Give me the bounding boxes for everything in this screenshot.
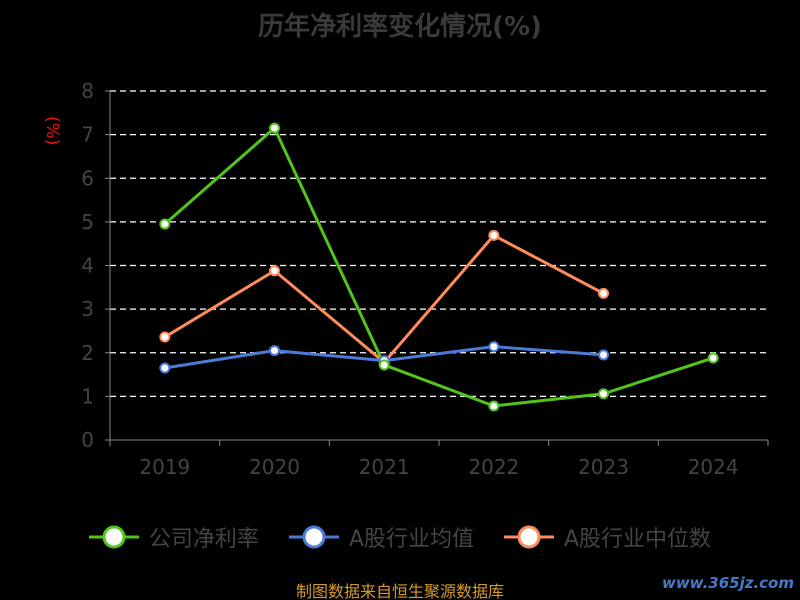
x-tick-label: 2023 — [578, 455, 629, 479]
watermark: www.365jz.com — [661, 574, 794, 592]
chart-title: 历年净利率变化情况(%) — [258, 12, 542, 42]
y-tick-label: 6 — [81, 166, 94, 190]
legend-item-industry-average[interactable]: A股行业均值 — [288, 521, 474, 553]
data-point-industry-median — [159, 331, 171, 343]
data-point-net-margin — [598, 388, 609, 400]
x-tick-label: 2019 — [139, 455, 190, 479]
legend-item-net-margin[interactable]: 公司净利率 — [88, 521, 259, 553]
data-point-industry-average — [269, 345, 280, 357]
y-tick-label: 3 — [81, 297, 94, 321]
data-point-industry-median — [598, 287, 609, 299]
data-point-industry-average — [488, 341, 500, 353]
legend-label-net-margin: 公司净利率 — [148, 527, 259, 552]
x-tick-label: 2022 — [468, 455, 519, 479]
y-tick-label: 7 — [81, 123, 94, 147]
y-tick-label: 1 — [81, 384, 94, 408]
data-point-industry-average — [159, 362, 171, 374]
data-point-net-margin — [378, 359, 390, 371]
series-line-industry-median — [164, 233, 605, 364]
legend-label-industry-median: A股行业中位数 — [564, 527, 712, 552]
x-tick-label: 2021 — [359, 455, 410, 479]
legend-label-industry-average: A股行业均值 — [348, 527, 474, 552]
legend-item-industry-median[interactable]: A股行业中位数 — [504, 521, 711, 553]
y-tick-label: 0 — [81, 428, 94, 452]
legend-swatch-industry-average — [288, 525, 339, 549]
x-tick-label: 2024 — [688, 455, 739, 479]
data-point-net-margin — [707, 352, 719, 364]
y-tick-label: 5 — [81, 210, 94, 234]
data-point-net-margin — [488, 400, 500, 412]
series-line-net-margin — [163, 126, 714, 408]
y-tick-label: 2 — [81, 341, 94, 365]
data-source-note: 制图数据来自恒生聚源数据库 — [295, 582, 504, 600]
legend: 公司净利率 A股行业均值 A股行业中位数 — [0, 521, 800, 553]
legend-swatch-net-margin — [88, 525, 139, 549]
x-tick-label: 2020 — [249, 455, 300, 479]
legend-swatch-industry-median — [504, 525, 554, 549]
data-point-net-margin — [159, 218, 171, 230]
y-tick-label: 4 — [81, 254, 94, 278]
data-point-industry-median — [488, 229, 500, 241]
data-point-industry-average — [598, 349, 609, 361]
data-point-net-margin — [269, 122, 280, 134]
y-tick-label: 8 — [81, 79, 94, 103]
data-point-industry-median — [269, 265, 280, 277]
